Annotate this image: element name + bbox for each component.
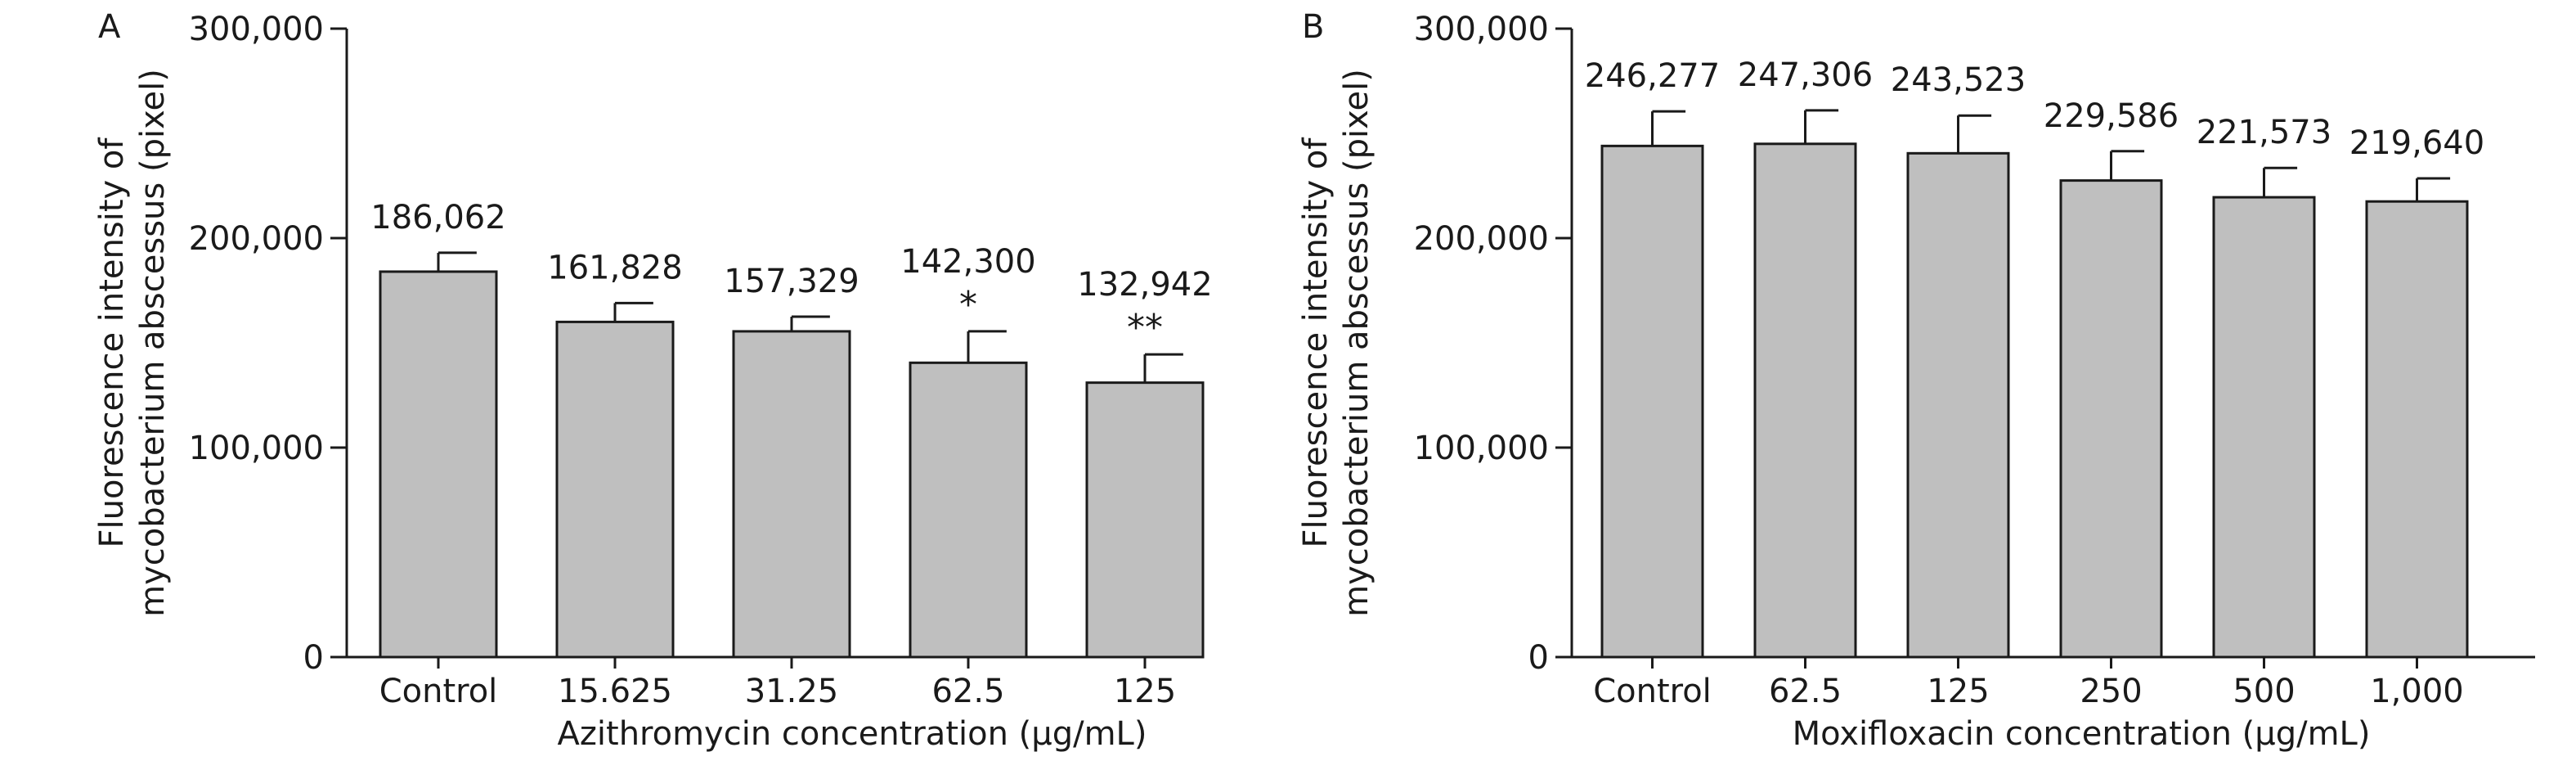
y-tick-label: 300,000 (189, 11, 324, 48)
bar (379, 270, 498, 659)
y-tick-label: 300,000 (1414, 11, 1549, 48)
x-axis-title: Azithromycin concentration (μg/mL) (558, 715, 1147, 753)
bar (2059, 179, 2163, 659)
y-tick-label: 100,000 (1414, 430, 1549, 467)
y-tick-label: 0 (303, 639, 324, 677)
bar-value-label: 186,062 (370, 199, 505, 236)
x-tick-label: 1,000 (2370, 673, 2464, 710)
x-tick-label: Control (379, 673, 498, 710)
x-tick-label: 125 (1927, 673, 1989, 710)
x-tick-label: 500 (2233, 673, 2295, 710)
chart-panel-a: A 0 100,000 200,000 300,000 Fluorescence inte… (93, 8, 1213, 753)
bar (2365, 200, 2469, 659)
y-axis-title-line-1: Fluorescence intensity of (93, 137, 131, 548)
bar-value-label: 219,640 (2349, 124, 2484, 162)
bar (732, 330, 851, 659)
x-axis-title: Moxifloxacin concentration (μg/mL) (1793, 715, 2371, 753)
significance-marker: * (959, 284, 977, 326)
bar-value-label: 229,586 (2044, 97, 2179, 135)
bar (1085, 381, 1205, 659)
bar-value-label: 247,306 (1738, 56, 1873, 94)
bar-value-label: 221,573 (2197, 114, 2331, 151)
panel-letter: B (1302, 8, 1324, 46)
bar (1753, 142, 1857, 659)
bar-value-label: 157,329 (724, 263, 859, 300)
x-tick-label: 31.25 (745, 673, 839, 710)
y-axis-title-line-1: Fluorescence intensity of (1297, 137, 1335, 548)
bar (2212, 196, 2316, 659)
bar (1600, 144, 1704, 659)
bar-value-label: 243,523 (1891, 61, 2026, 99)
bar-value-label: 132,942 (1077, 266, 1212, 304)
bar (1906, 151, 2010, 659)
bar-value-label: 142,300 (900, 243, 1035, 281)
y-tick-label: 0 (1528, 639, 1549, 677)
significance-marker: ** (1127, 307, 1163, 349)
x-tick-label: 62.5 (931, 673, 1004, 710)
chart-panel-b: B 0 100,000 200,000 300,000 Fluorescence inte… (1297, 8, 2535, 753)
x-tick-label: 62.5 (1769, 673, 1842, 710)
panel-letter: A (98, 8, 121, 46)
x-tick-label: 15.625 (558, 673, 672, 710)
y-tick-label: 100,000 (189, 430, 324, 467)
y-tick-label: 200,000 (1414, 220, 1549, 258)
x-tick-label: Control (1593, 673, 1712, 710)
bar (909, 361, 1028, 659)
bar-value-label: 246,277 (1585, 57, 1720, 95)
x-tick-label: 250 (2080, 673, 2142, 710)
x-tick-label: 125 (1114, 673, 1176, 710)
bar (555, 320, 675, 659)
y-tick-label: 200,000 (189, 220, 324, 258)
y-axis-title-line-2: mycobacterium abscessus (pixel) (1338, 69, 1376, 617)
bar-value-label: 161,828 (547, 249, 682, 286)
y-axis-title-line-2: mycobacterium abscessus (pixel) (134, 69, 172, 617)
